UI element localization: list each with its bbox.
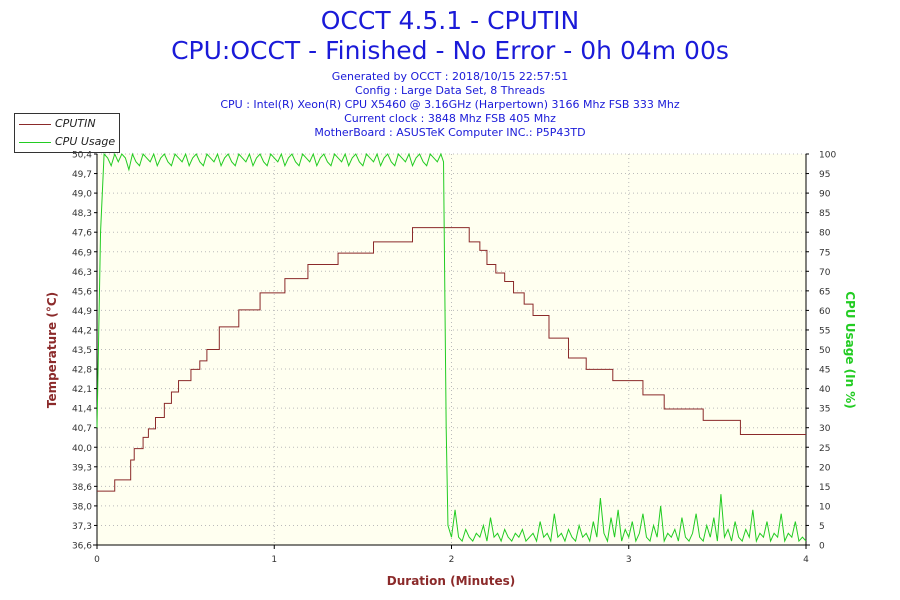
- y-right-tick-label: 95: [819, 170, 830, 180]
- x-axis-ticks: 0 1 2 3 4: [94, 545, 809, 565]
- y-right-tick-label: 100: [819, 151, 836, 161]
- legend-label-cpu-usage: CPU Usage: [55, 135, 116, 148]
- y-right-tick-label: 25: [819, 444, 830, 454]
- y-left-tick-label: 47,6: [72, 229, 92, 239]
- y-left-tick-label: 44,9: [72, 307, 92, 317]
- info-clock: Current clock : 3848 Mhz FSB 405 Mhz: [344, 112, 556, 125]
- series-line-cpu-usage: [96, 152, 807, 543]
- y-axis-right-label: CPU Usage (In %): [843, 291, 857, 409]
- y-right-tick-label: 10: [819, 502, 831, 512]
- y-right-tick-label: 65: [819, 287, 830, 297]
- x-tick-label: 2: [449, 555, 455, 565]
- y-axis-right-ticks: 0 5 10 15 20 25 30 35 40 45 50 55 60 65 70 75 80 85 90 95 10…: [806, 151, 836, 552]
- y-right-tick-label: 70: [819, 268, 831, 278]
- y-left-tick-label: 41,4: [72, 405, 92, 415]
- y-axis-left-label: Temperature (°C): [45, 292, 59, 408]
- info-config: Config : Large Data Set, 8 Threads: [355, 84, 545, 97]
- y-left-tick-label: 38,0: [72, 502, 92, 512]
- y-left-tick-label: 48,3: [72, 209, 92, 219]
- y-axis-left-ticks: 36,6 37,3 38,0 38,6 39,3 40,0 40,7 41,4 42,1 42,8…: [72, 151, 97, 552]
- y-right-tick-label: 5: [819, 522, 825, 532]
- y-left-tick-label: 46,3: [72, 268, 92, 278]
- x-tick-label: 3: [626, 555, 632, 565]
- legend-swatch-cpu-usage: [19, 142, 51, 143]
- y-left-tick-label: 46,9: [72, 248, 92, 258]
- y-right-tick-label: 40: [819, 385, 831, 395]
- y-left-tick-label: 42,1: [72, 385, 92, 395]
- legend-item-cputin: CPUTIN: [15, 116, 119, 132]
- legend-swatch-cputin: [19, 124, 51, 125]
- info-generated: Generated by OCCT : 2018/10/15 22:57:51: [331, 70, 569, 83]
- y-left-tick-label: 36,6: [72, 542, 92, 552]
- legend-item-cpu-usage: CPU Usage: [15, 134, 119, 150]
- y-right-tick-label: 80: [819, 229, 831, 239]
- info-motherboard: MotherBoard : ASUSTeK Computer INC.: P5P…: [314, 126, 586, 139]
- y-right-tick-label: 85: [819, 209, 830, 219]
- y-right-tick-label: 45: [819, 366, 830, 376]
- chart-legend: CPUTIN CPU Usage: [14, 113, 120, 153]
- y-right-tick-label: 50: [819, 346, 831, 356]
- x-tick-label: 0: [94, 555, 100, 565]
- y-right-tick-label: 30: [819, 424, 831, 434]
- y-right-tick-label: 60: [819, 307, 831, 317]
- y-left-tick-label: 44,2: [72, 326, 92, 336]
- y-left-tick-label: 42,8: [72, 366, 92, 376]
- chart-title: OCCT 4.5.1 - CPUTIN: [320, 6, 580, 35]
- y-left-tick-label: 45,6: [72, 287, 92, 297]
- y-right-tick-label: 90: [819, 190, 831, 200]
- y-left-tick-label: 38,6: [72, 483, 92, 493]
- info-cpu: CPU : Intel(R) Xeon(R) CPU X5460 @ 3.16G…: [220, 98, 680, 111]
- y-left-tick-label: 40,0: [72, 444, 92, 454]
- y-right-tick-label: 15: [819, 483, 830, 493]
- series-lines: [96, 152, 807, 543]
- y-left-tick-label: 37,3: [72, 522, 92, 532]
- x-tick-label: 4: [803, 555, 809, 565]
- chart-subtitle: CPU:OCCT - Finished - No Error - 0h 04m …: [171, 36, 729, 65]
- y-left-tick-label: 49,0: [72, 190, 92, 200]
- y-left-tick-label: 40,7: [72, 424, 92, 434]
- y-left-tick-label: 43,5: [72, 346, 92, 356]
- legend-label-cputin: CPUTIN: [55, 117, 96, 130]
- y-left-tick-label: 50,4: [72, 151, 92, 161]
- x-tick-label: 1: [271, 555, 277, 565]
- y-right-tick-label: 0: [819, 542, 825, 552]
- y-right-tick-label: 20: [819, 463, 831, 473]
- series-line-cputin: [97, 227, 806, 492]
- y-right-tick-label: 75: [819, 248, 830, 258]
- y-left-tick-label: 39,3: [72, 463, 92, 473]
- y-right-tick-label: 55: [819, 326, 830, 336]
- y-left-tick-label: 49,7: [72, 170, 92, 180]
- y-right-tick-label: 35: [819, 405, 830, 415]
- x-axis-label: Duration (Minutes): [387, 574, 515, 588]
